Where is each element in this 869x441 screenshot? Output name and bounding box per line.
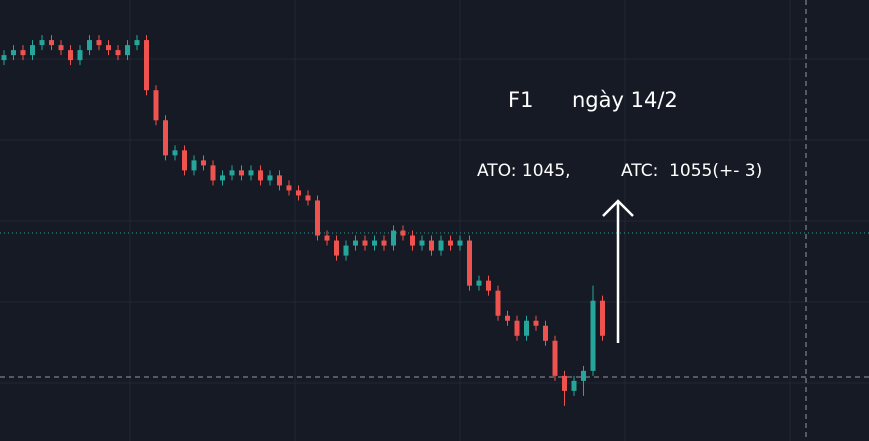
candle-body <box>58 45 64 51</box>
candle-body <box>106 45 111 51</box>
candle-body <box>210 165 216 181</box>
candle-body <box>77 50 83 61</box>
annotation: ATC: 1055(+- 3) <box>621 161 762 181</box>
candle-body <box>258 170 263 181</box>
candle-body <box>153 90 159 121</box>
candle-body <box>296 190 301 196</box>
candle-body <box>448 240 453 246</box>
candle-body <box>505 315 510 321</box>
candle-body <box>438 240 444 251</box>
candle-body <box>68 50 73 61</box>
candle-body <box>182 150 187 171</box>
candle-body <box>315 200 320 236</box>
candle-body <box>30 45 35 56</box>
candle-body <box>163 120 168 156</box>
candle-body <box>571 380 577 391</box>
candle-body <box>457 240 463 246</box>
candle-body <box>267 175 273 181</box>
candle-body <box>248 170 254 176</box>
candle-body <box>201 160 206 166</box>
candle-body <box>590 300 596 371</box>
candle-body <box>543 325 548 341</box>
candle-body <box>220 175 225 181</box>
candle-body <box>96 40 102 46</box>
annotation: ATO: 1045, <box>477 161 571 181</box>
candles <box>1 35 605 406</box>
candle-body <box>20 50 26 56</box>
candle-body <box>467 240 472 286</box>
candle-body <box>486 280 491 291</box>
candle-body <box>400 230 406 236</box>
candle-body <box>495 290 501 316</box>
candle-body <box>410 235 415 246</box>
candle-body <box>134 40 140 46</box>
candle-body <box>334 240 339 256</box>
candle-body <box>514 320 520 336</box>
candle-body <box>239 170 244 176</box>
candle-body <box>419 240 425 246</box>
candle-body <box>533 320 539 326</box>
candle-body <box>172 150 178 156</box>
candle-body <box>39 40 45 46</box>
candle-body <box>11 50 16 56</box>
candle-body <box>324 235 330 241</box>
candle-body <box>353 240 358 246</box>
candle-body <box>144 40 149 91</box>
arrow <box>602 199 634 343</box>
candle-body <box>305 195 311 201</box>
candle-body <box>286 185 292 191</box>
candle-body <box>600 300 605 336</box>
candle-body <box>343 245 349 256</box>
candle-body <box>581 370 586 381</box>
candle-body <box>562 375 567 391</box>
candle-body <box>362 240 368 246</box>
candle-body <box>1 55 7 61</box>
candle-body <box>125 45 130 56</box>
candle-body <box>429 240 434 251</box>
candle-body <box>229 170 235 176</box>
candle-body <box>476 280 482 286</box>
candle-body <box>115 50 121 56</box>
candle-body <box>191 160 197 171</box>
candle-body <box>87 40 92 51</box>
candle-body <box>49 40 54 46</box>
candle-body <box>391 230 396 246</box>
annotation: F1 <box>508 88 533 112</box>
candle-body <box>381 240 387 246</box>
candle-body <box>277 175 282 186</box>
candle-body <box>372 240 377 246</box>
candle-body <box>552 340 558 376</box>
candle-body <box>524 320 529 336</box>
annotation: ngày 14/2 <box>572 88 678 112</box>
